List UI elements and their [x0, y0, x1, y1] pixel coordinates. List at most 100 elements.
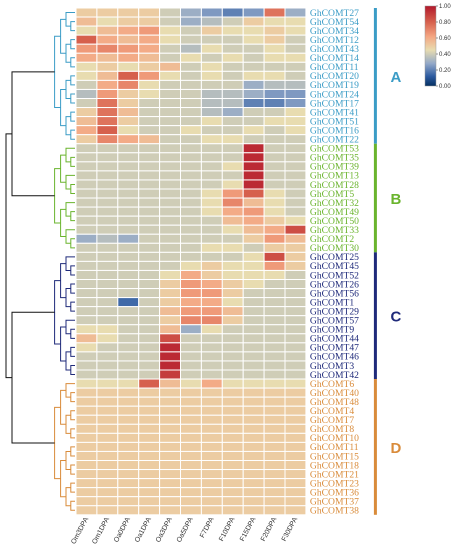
heatmap-cell [159, 396, 182, 407]
heatmap-cell [159, 478, 182, 489]
dendrogram-branch [70, 211, 75, 222]
heatmap-cell [242, 16, 265, 27]
heatmap-cell [200, 269, 223, 281]
heatmap-cell [180, 260, 202, 271]
heatmap-cell [159, 197, 182, 208]
heatmap-cell [221, 360, 244, 371]
dendrogram-branch [60, 88, 66, 127]
gene-label: GhCOMT49 [310, 207, 359, 218]
dendrogram-branch [70, 410, 75, 421]
heatmap-cell [200, 288, 223, 299]
heatmap-cell [96, 152, 119, 163]
heatmap-cell [263, 450, 286, 462]
heatmap-cell [117, 107, 140, 118]
heatmap-cell [117, 61, 140, 72]
heatmap-cell [263, 487, 286, 498]
heatmap-cell [180, 43, 202, 54]
heatmap-cell [180, 116, 202, 127]
dendrogram-branch [70, 446, 75, 457]
heatmap-cell [242, 351, 265, 362]
dendrogram-branch [70, 21, 75, 32]
gene-label: GhCOMT4 [310, 406, 354, 417]
heatmap-cell [200, 405, 223, 416]
heatmap-cell [75, 251, 98, 262]
heatmap-cell [200, 16, 223, 27]
heatmap-cell [180, 269, 202, 281]
heatmap-cell [200, 469, 223, 480]
dendrogram-branch [70, 57, 75, 68]
heatmap-cell [159, 188, 182, 199]
dendrogram-branch [70, 428, 75, 439]
heatmap-cell [284, 170, 307, 181]
heatmap-cell [263, 360, 286, 371]
heatmap-cell [96, 43, 119, 54]
heatmap-cell [159, 116, 182, 127]
heatmap-cell [138, 206, 161, 217]
dendrogram-branch [60, 154, 66, 183]
heatmap-cell [117, 432, 140, 443]
heatmap-cell [138, 260, 161, 271]
heatmap-cell [75, 441, 98, 452]
x-tick-label: F7DPA [199, 516, 216, 539]
heatmap-cell [242, 450, 265, 462]
heatmap-cell [221, 107, 244, 118]
heatmap-cell [221, 460, 244, 471]
heatmap-cell [284, 342, 307, 353]
heatmap-cell [159, 79, 182, 90]
heatmap-cell [242, 478, 265, 489]
heatmap-cell [138, 233, 161, 244]
heatmap-cell [221, 396, 244, 407]
heatmap-cell [138, 16, 161, 27]
dendrogram-branch [60, 208, 66, 238]
gene-label: GhCOMT13 [310, 171, 359, 182]
heatmap-cell [242, 52, 265, 63]
heatmap-cell [263, 233, 286, 244]
heatmap-cell [200, 179, 223, 190]
heatmap-cell [138, 342, 161, 353]
heatmap-cell [117, 70, 140, 81]
x-tick-label: Oa0DPA [113, 516, 132, 544]
heatmap-cell [159, 88, 182, 99]
gene-label: GhCOMT48 [310, 397, 359, 408]
heatmap-cell [242, 242, 265, 253]
heatmap-cell [75, 143, 98, 154]
dendrogram-branch [65, 450, 71, 471]
heatmap-cell [263, 369, 286, 380]
heatmap-cell [117, 125, 140, 136]
heatmap-cell [200, 297, 223, 308]
heatmap-cell [263, 342, 286, 353]
heatmap-cell [96, 469, 119, 480]
dendrogram-branch [60, 326, 66, 362]
heatmap-cell [75, 505, 98, 516]
heatmap-cell [180, 288, 202, 299]
heatmap-cell [180, 134, 202, 145]
heatmap-cell [180, 423, 202, 434]
heatmap-cell [263, 188, 286, 199]
heatmap-cell [96, 279, 119, 290]
heatmap-cell [263, 98, 286, 109]
heatmap-cell [117, 387, 140, 398]
heatmap-cell [284, 450, 307, 462]
gene-label: GhCOMT18 [310, 460, 359, 471]
heatmap-cell [200, 505, 223, 516]
heatmap-cell [138, 107, 161, 118]
heatmap-cell [242, 378, 265, 389]
heatmap-cell [263, 351, 286, 362]
heatmap-cell [242, 269, 265, 281]
heatmap-cell [138, 460, 161, 471]
heatmap-cell [221, 378, 244, 389]
colorbar-tick-label: 0.20 [439, 68, 451, 74]
heatmap-cell [263, 79, 286, 90]
heatmap-cell [75, 432, 98, 443]
heatmap-cell [159, 224, 182, 235]
heatmap-cell [159, 324, 182, 335]
dendrogram-branch [65, 414, 71, 434]
heatmap-cell [200, 161, 223, 172]
heatmap-cell [138, 423, 161, 434]
heatmap-cell [138, 387, 161, 398]
heatmap-cell [159, 487, 182, 498]
heatmap-cell [221, 152, 244, 163]
heatmap-cell [221, 279, 244, 290]
heatmap-cell [96, 52, 119, 63]
heatmap-cell [284, 387, 307, 398]
